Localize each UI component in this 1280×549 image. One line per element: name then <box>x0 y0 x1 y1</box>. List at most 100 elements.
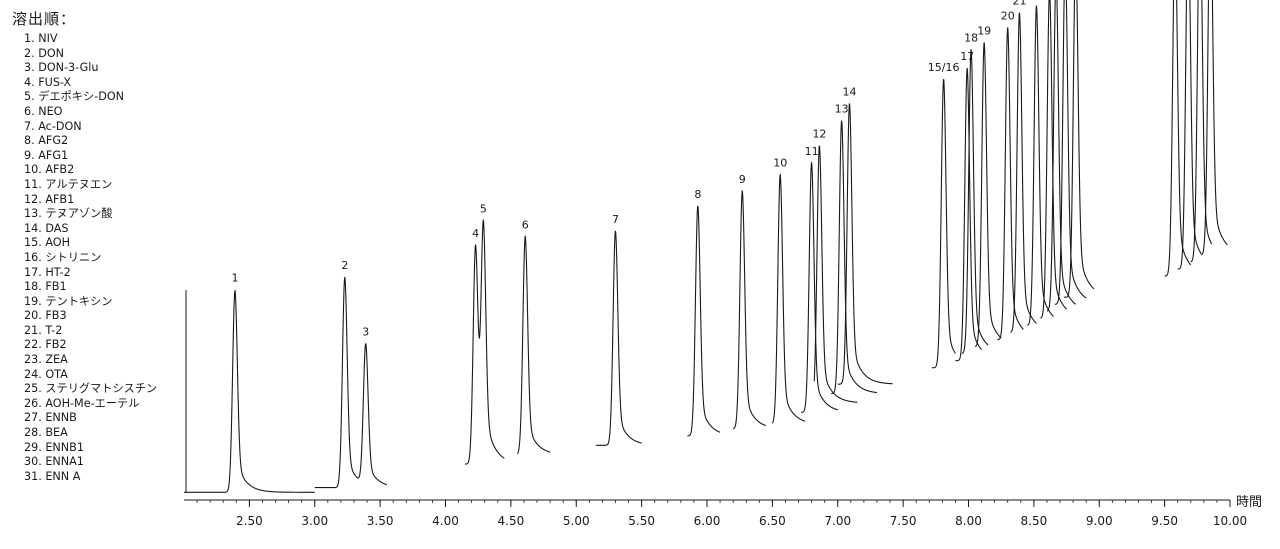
peak-label: 4 <box>472 227 479 240</box>
peak-label: 3 <box>362 325 369 338</box>
x-tick-label: 9.50 <box>1151 514 1178 528</box>
x-tick-label: 6.50 <box>759 514 786 528</box>
x-tick-label: 2.50 <box>236 514 263 528</box>
peak-label: 22 <box>1029 0 1043 1</box>
chromatogram-trace <box>516 235 551 455</box>
legend-item: 13. テヌアゾン酸 <box>24 207 113 221</box>
legend-item: 6. NEO <box>24 104 63 118</box>
legend-item: 25. ステリグマトシスチン <box>24 382 158 396</box>
legend-item: 18. FB1 <box>24 280 67 294</box>
peak-label: 10 <box>773 157 787 170</box>
x-tick-label: 5.50 <box>628 514 655 528</box>
chromatogram-trace <box>1040 0 1067 319</box>
x-tick-label: 8.50 <box>1021 514 1048 528</box>
peak-label: 17 <box>960 50 974 63</box>
chromatogram-trace <box>1027 5 1054 326</box>
legend-item: 20. FB3 <box>24 309 67 323</box>
peak-label: 14 <box>843 85 857 98</box>
peak-label: 9 <box>739 173 746 186</box>
legend-item: 11. アルテヌエン <box>24 177 113 191</box>
peak-label: 2 <box>341 259 348 272</box>
chromatogram-trace <box>465 218 505 465</box>
legend-item: 3. DON-3-Glu <box>24 61 99 75</box>
legend-item: 28. BEA <box>24 426 68 440</box>
x-tick-label: 3.00 <box>301 514 328 528</box>
x-tick-label: 6.00 <box>694 514 721 528</box>
legend-title: 溶出順： <box>12 10 77 28</box>
chromatogram-trace <box>1046 0 1077 312</box>
legend-item: 21. T-2 <box>24 323 63 337</box>
legend-item: 15. AOH <box>24 236 71 250</box>
legend-item: 17. HT-2 <box>24 265 71 279</box>
peak-label: 8 <box>694 188 701 201</box>
legend-item: 2. DON <box>24 46 65 60</box>
chromatogram-trace <box>1164 0 1192 277</box>
peak-label: 1 <box>231 272 238 285</box>
x-tick-label: 7.00 <box>824 514 851 528</box>
x-tick-label: 9.00 <box>1086 514 1113 528</box>
chromatogram-trace <box>997 27 1024 341</box>
chromatogram-trace <box>1201 0 1228 256</box>
chromatogram-trace <box>837 103 893 385</box>
peak-labels: 123456789101112131415/161718192021222324… <box>231 0 1043 338</box>
legend-item: 4. FUS-X <box>24 75 72 89</box>
chromatogram-trace <box>1177 0 1202 270</box>
legend-item: 5. デエポキシ-DON <box>24 90 124 104</box>
chromatogram-trace <box>1063 0 1095 298</box>
legend-item: 16. シトリニン <box>24 250 102 264</box>
legend-item: 1. NIV <box>24 32 58 45</box>
chromatogram-trace <box>813 145 858 403</box>
legend-item: 22. FB2 <box>24 338 67 352</box>
peak-label: 15/16 <box>928 61 960 74</box>
chromatogram-trace <box>1010 12 1037 333</box>
chromatogram-trace <box>831 120 878 395</box>
legend-item: 10. AFB2 <box>24 163 75 177</box>
legend-item: 26. AOH-Me-エーテル <box>24 396 140 410</box>
chromatogram-trace <box>1054 0 1087 305</box>
chromatogram-trace <box>801 160 838 413</box>
legend-item: 29. ENNB1 <box>24 440 84 454</box>
chromatogram-traces <box>184 0 1228 493</box>
peak-label: 7 <box>612 213 619 226</box>
chromatogram-trace <box>1190 0 1213 263</box>
legend-item: 27. ENNB <box>24 411 77 425</box>
peak-label: 20 <box>1001 10 1015 23</box>
legend-item: 24. OTA <box>24 367 68 381</box>
peak-label: 19 <box>977 24 991 37</box>
peak-label: 21 <box>1012 0 1026 8</box>
chromatogram-trace <box>931 78 956 369</box>
chromatogram-trace <box>961 49 989 355</box>
x-tick-label: 10.00 <box>1213 514 1247 528</box>
legend-item: 19. テントキシン <box>24 294 113 308</box>
legend-list: 1. NIV 2. DON 3. DON-3-Glu 4. FUS-X 5. デエポキシ… <box>12 32 157 484</box>
legend-item: 7. Ac-DON <box>24 119 82 133</box>
chromatogram-trace <box>314 276 387 489</box>
peak-label: 13 <box>835 103 849 116</box>
chromatogram-trace <box>733 189 767 430</box>
legend-item: 8. AFG2 <box>24 134 69 148</box>
peak-label: 12 <box>812 128 826 141</box>
peak-label: 5 <box>480 203 487 216</box>
chromatogram-trace <box>974 42 1002 347</box>
chromatogram-trace <box>184 290 315 493</box>
x-tick-label: 3.50 <box>367 514 394 528</box>
peak-label: 11 <box>805 145 819 158</box>
x-tick-label: 4.50 <box>498 514 525 528</box>
x-axis-unit-label: 時間 <box>1236 495 1262 510</box>
legend-item: 30. ENNA1 <box>24 455 84 469</box>
legend-item: 14. DAS <box>24 221 69 235</box>
x-tick-label: 4.00 <box>432 514 459 528</box>
chromatogram-trace <box>771 173 806 424</box>
peak-label: 18 <box>964 31 978 44</box>
legend-item: 9. AFG1 <box>24 148 69 162</box>
elution-order-legend: 溶出順： 1. NIV 2. DON 3. DON-3-Glu 4. FUS-X 5. … <box>12 8 157 484</box>
x-tick-label: 5.00 <box>563 514 590 528</box>
x-axis: 2.50 3.00 3.50 4.00 4.50 5.00 5.50 6.00 6.50 7.00… <box>184 499 1247 528</box>
peak-label: 6 <box>522 218 529 231</box>
legend-item: 12. AFB1 <box>24 192 75 206</box>
legend-item: 23. ZEA <box>24 353 68 367</box>
chromatogram-trace <box>687 205 721 437</box>
legend-item: 31. ENN A <box>24 469 81 483</box>
chromatogram-trace <box>595 230 642 446</box>
